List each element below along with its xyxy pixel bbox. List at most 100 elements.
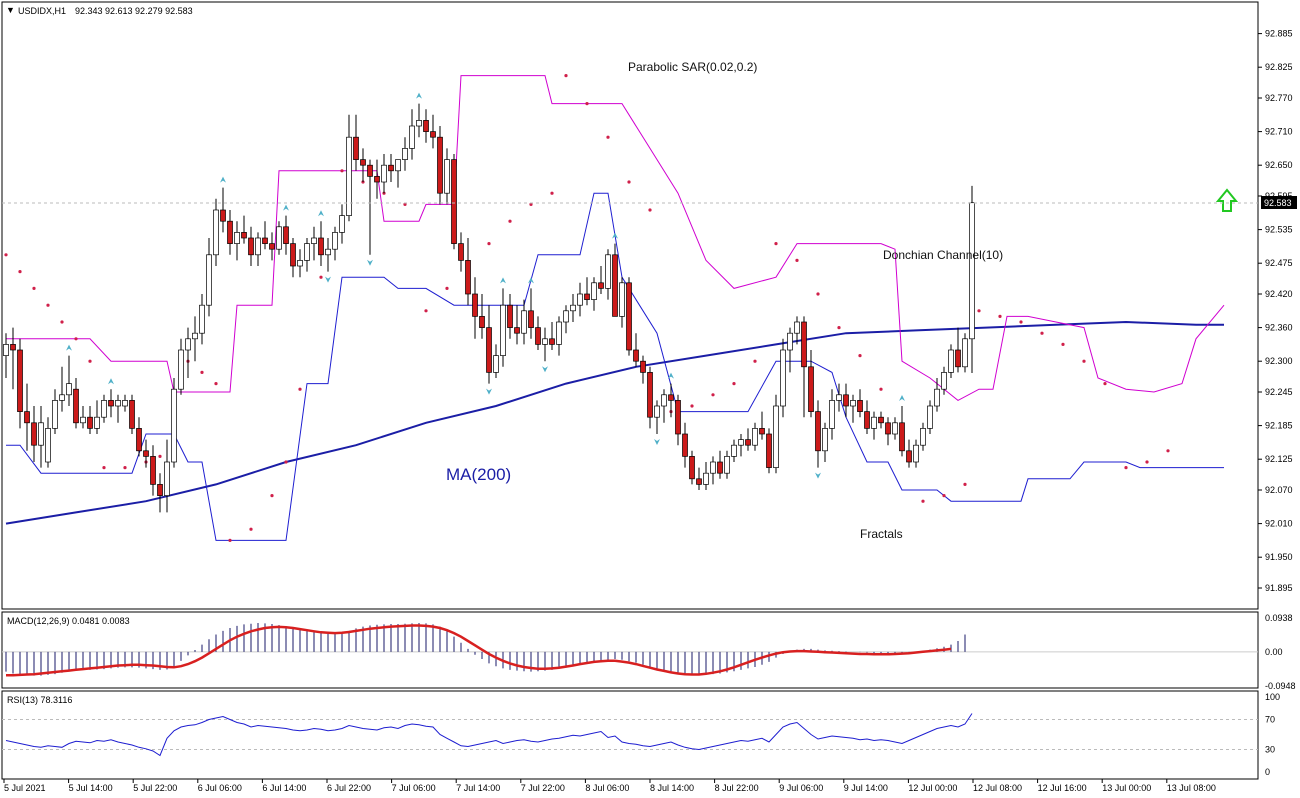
candle	[416, 103, 422, 138]
candle	[654, 400, 660, 434]
candle-body	[416, 120, 422, 127]
candle-body	[962, 338, 968, 368]
candle	[668, 383, 674, 418]
candle	[234, 221, 240, 261]
candle-body	[493, 355, 499, 373]
candle	[101, 394, 107, 423]
candle	[885, 417, 891, 446]
fractal-up-marker	[66, 344, 72, 351]
candle-body	[969, 202, 975, 340]
candle-body	[801, 321, 807, 368]
candle	[647, 366, 653, 429]
psar-dot	[228, 538, 232, 543]
psar-dot	[158, 454, 162, 458]
candle-body	[815, 411, 821, 452]
rsi-tick-label: 100	[1265, 692, 1280, 702]
psar-dot	[1103, 382, 1107, 386]
psar-annotation: Parabolic SAR(0.02,0.2)	[628, 60, 757, 74]
candle	[934, 378, 940, 412]
price-tick-label: 92.245	[1265, 387, 1293, 397]
psar-dot	[487, 242, 491, 246]
psar-dot	[1124, 466, 1128, 470]
candle	[339, 204, 345, 244]
price-tick-label: 91.895	[1265, 583, 1293, 593]
price-tick-label: 92.185	[1265, 421, 1293, 431]
candle	[353, 114, 359, 171]
candle-body	[689, 456, 695, 480]
macd-label: MACD(12,26,9) 0.0481 0.0083	[7, 616, 130, 626]
psar-dot	[249, 527, 253, 531]
candle	[738, 434, 744, 457]
psar-dot	[74, 337, 78, 341]
candle	[493, 344, 499, 378]
candle	[850, 394, 856, 423]
candle	[360, 148, 366, 182]
fractal-up-marker	[612, 232, 618, 239]
psar-dot	[711, 393, 715, 397]
psar-dot	[879, 387, 883, 391]
candle	[255, 232, 261, 266]
candle	[332, 226, 338, 261]
time-tick-label: 13 Jul 00:00	[1102, 783, 1151, 793]
candle-body	[332, 232, 338, 250]
psar-dot	[816, 292, 820, 296]
candle	[206, 238, 212, 317]
candle-body	[297, 260, 303, 267]
candle-body	[906, 450, 912, 463]
candle-body	[885, 422, 891, 435]
psar-dot	[18, 270, 22, 274]
fractals-annotation: Fractals	[860, 527, 903, 541]
candle-body	[206, 254, 212, 306]
candle-body	[38, 422, 44, 446]
psar-dot	[648, 208, 652, 212]
candle-body	[787, 332, 793, 351]
candle	[423, 109, 429, 143]
candle-body	[829, 400, 835, 429]
candle-body	[521, 310, 527, 334]
candle-body	[108, 400, 114, 407]
fractal-down-marker	[486, 388, 492, 395]
candle	[325, 238, 331, 272]
candle	[689, 450, 695, 485]
candle	[752, 422, 758, 451]
candle	[3, 333, 9, 378]
candle-body	[465, 260, 471, 295]
candle-body	[563, 310, 569, 323]
candle-body	[80, 416, 86, 424]
candle	[283, 215, 289, 255]
candle-body	[941, 372, 947, 390]
candle-body	[696, 478, 702, 485]
psar-dot	[732, 382, 736, 386]
candle	[605, 249, 611, 300]
candle	[878, 411, 884, 429]
candle-body	[164, 461, 170, 496]
chart-ohlc: 92.343 92.613 92.279 92.583	[75, 6, 193, 16]
candle	[955, 327, 961, 373]
donchian-upper-line	[6, 75, 1225, 401]
candle-body	[122, 400, 128, 407]
candle	[528, 288, 534, 339]
psar-dot	[1082, 359, 1086, 363]
chart-header-arrow[interactable]: ▼	[6, 5, 15, 15]
fractal-down-marker	[815, 472, 821, 479]
candle-body	[682, 433, 688, 457]
candle-body	[913, 444, 919, 463]
candle	[220, 187, 226, 233]
candle	[633, 333, 639, 367]
candle-body	[185, 338, 191, 351]
candle	[500, 288, 506, 367]
candle	[857, 389, 863, 418]
time-tick-label: 7 Jul 06:00	[392, 783, 436, 793]
chart-symbol: USDIDX,H1	[18, 6, 66, 16]
candle-body	[591, 282, 597, 300]
candle-body	[822, 428, 828, 452]
psar-dot	[1019, 320, 1023, 324]
candle-body	[150, 456, 156, 485]
candle	[745, 428, 751, 451]
candle	[94, 400, 100, 434]
candle-body	[780, 349, 786, 407]
candle-body	[381, 164, 387, 183]
candle-body	[605, 254, 611, 289]
psar-dot	[214, 382, 218, 386]
